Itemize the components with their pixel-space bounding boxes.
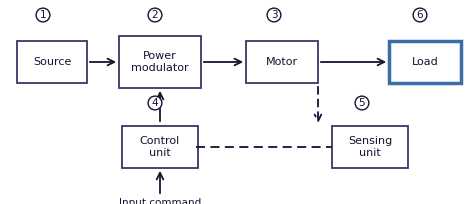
- Text: Input command: Input command: [119, 198, 201, 204]
- Bar: [122, 126, 198, 168]
- Bar: [246, 41, 318, 83]
- Text: Control
unit: Control unit: [140, 136, 180, 158]
- Bar: [119, 36, 201, 88]
- Bar: [389, 41, 461, 83]
- Text: Sensing
unit: Sensing unit: [348, 136, 392, 158]
- Bar: [332, 126, 408, 168]
- Text: 2: 2: [152, 10, 158, 20]
- Bar: [17, 41, 87, 83]
- Text: 5: 5: [359, 98, 365, 108]
- Text: 6: 6: [417, 10, 423, 20]
- Text: Load: Load: [411, 57, 438, 67]
- Text: Source: Source: [33, 57, 71, 67]
- Text: 3: 3: [271, 10, 277, 20]
- Text: 4: 4: [152, 98, 158, 108]
- Text: Motor: Motor: [266, 57, 298, 67]
- Text: 1: 1: [40, 10, 46, 20]
- Text: Power
modulator: Power modulator: [131, 51, 189, 73]
